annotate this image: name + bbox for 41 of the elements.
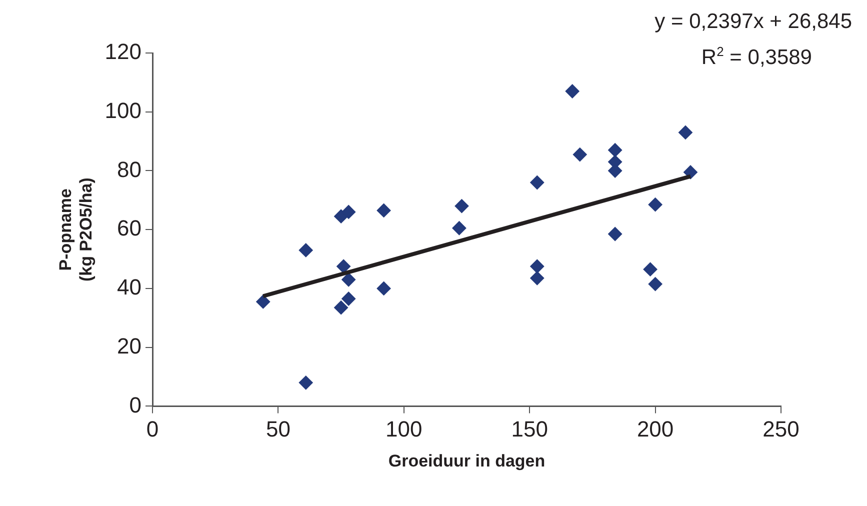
y-axis-title: P-opname (kg P2O5/ha) <box>56 178 96 282</box>
point <box>572 148 587 162</box>
point <box>648 277 662 292</box>
x-tick-label: 150 <box>511 416 548 442</box>
point <box>342 204 356 219</box>
point <box>452 221 466 236</box>
x-tick-label: 200 <box>636 416 674 442</box>
point <box>336 259 351 274</box>
point <box>298 376 313 390</box>
y-tick-label: 20 <box>117 333 142 358</box>
point <box>565 84 580 98</box>
point <box>376 281 391 296</box>
point <box>342 292 356 306</box>
point <box>683 165 698 180</box>
x-tick-label: 50 <box>266 416 290 442</box>
x-tick-label: 250 <box>762 416 800 442</box>
point <box>376 203 391 218</box>
text: y = 0,2397x + 26,845 <box>654 10 852 34</box>
x-tick-label: 0 <box>146 416 159 442</box>
point <box>530 259 544 274</box>
point <box>648 198 662 212</box>
point <box>530 176 544 190</box>
point <box>678 125 692 140</box>
point <box>454 199 469 214</box>
y-tick-label: 0 <box>129 392 142 418</box>
point <box>608 143 622 158</box>
y-tick-label: 100 <box>104 98 142 123</box>
point <box>334 300 348 315</box>
x-tick-label: 100 <box>386 416 422 442</box>
point <box>643 262 658 276</box>
point <box>256 294 270 309</box>
y-tick-label: 120 <box>104 39 142 64</box>
x-axis-title: Groeiduur in dagen <box>388 451 546 470</box>
point <box>342 272 356 287</box>
annotation: R$^{2}$ = 0,3589 <box>701 44 812 70</box>
point <box>530 271 544 286</box>
y-tick-label: 60 <box>117 216 142 241</box>
point <box>298 243 313 258</box>
y-tick-label: 80 <box>117 156 142 182</box>
y-tick-label: 40 <box>117 274 142 300</box>
point <box>608 227 622 242</box>
